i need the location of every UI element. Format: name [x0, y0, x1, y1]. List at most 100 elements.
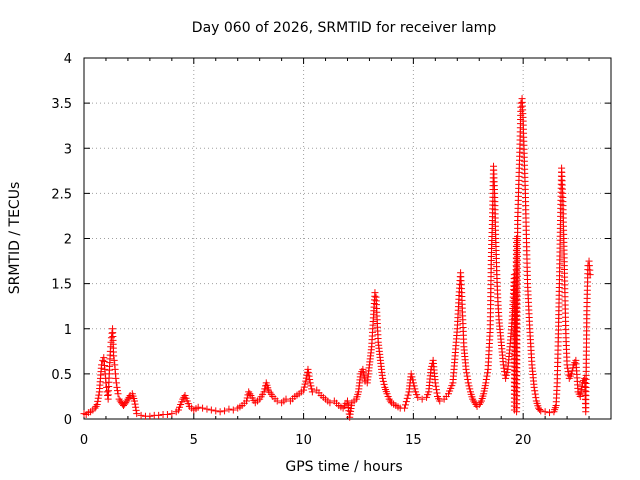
y-tick-label: 2.5 [51, 187, 72, 202]
data-point [146, 412, 154, 420]
data-point [132, 403, 140, 411]
data-point [520, 149, 528, 157]
data-point [267, 390, 275, 398]
data-point [468, 393, 476, 401]
data-point [386, 397, 394, 405]
data-point [184, 400, 192, 408]
data-point [264, 384, 272, 392]
data-point [564, 368, 572, 376]
data-point [229, 406, 237, 414]
data-point [457, 285, 465, 293]
data-point [125, 393, 133, 401]
data-point [519, 113, 527, 121]
data-point [192, 405, 200, 413]
data-point [500, 364, 508, 372]
data-point [404, 391, 412, 399]
data-point [176, 403, 184, 411]
data-point [359, 368, 367, 376]
data-point [244, 391, 252, 399]
data-point [94, 397, 102, 405]
data-point [577, 386, 585, 394]
data-point [546, 409, 554, 417]
data-point [261, 385, 269, 393]
data-point [199, 404, 207, 412]
y-tick-label: 1 [64, 323, 72, 338]
data-point [379, 377, 387, 385]
data-point [289, 395, 297, 403]
data-point [95, 391, 103, 399]
data-point [464, 376, 472, 384]
data-point [526, 321, 534, 329]
data-point [203, 405, 211, 413]
data-point [566, 372, 574, 380]
y-tick-label: 3 [64, 142, 72, 157]
data-point [114, 390, 122, 398]
data-point [297, 388, 305, 396]
data-point [476, 399, 484, 407]
data-point [492, 230, 500, 238]
data-point [442, 392, 450, 400]
y-tick-label: 4 [64, 52, 72, 67]
data-point [536, 406, 544, 414]
data-point [435, 395, 443, 403]
data-point [514, 220, 522, 228]
data-point [293, 391, 301, 399]
data-point [304, 365, 312, 373]
data-point [497, 335, 505, 343]
data-point [236, 403, 244, 411]
data-point [522, 230, 530, 238]
data-point [315, 389, 323, 397]
y-tick-label: 2 [64, 233, 72, 248]
data-point [319, 393, 327, 401]
chart-title: Day 060 of 2026, SRMTID for receiver lam… [192, 20, 497, 36]
data-point [516, 148, 524, 156]
data-point [253, 397, 261, 405]
y-axis-label: SRMTID / TECUs [7, 182, 23, 295]
data-point [490, 186, 498, 194]
data-point [574, 384, 582, 392]
data-point [466, 385, 474, 393]
data-point [305, 369, 313, 377]
data-point [155, 411, 163, 419]
data-point [424, 391, 432, 399]
data-point [216, 408, 224, 416]
data-point [463, 369, 471, 377]
data-point [470, 397, 478, 405]
data-point [245, 388, 253, 396]
data-point [382, 388, 390, 396]
data-point [418, 395, 426, 403]
data-point [464, 379, 472, 387]
data-point [378, 371, 386, 379]
data-point [93, 401, 101, 409]
y-tick-label: 3.5 [51, 97, 72, 112]
data-point [376, 353, 384, 361]
data-point [259, 390, 267, 398]
data-point [432, 382, 440, 390]
data-point [333, 399, 341, 407]
data-point [130, 395, 138, 403]
data-point [401, 404, 409, 412]
data-point [110, 356, 118, 364]
data-point [104, 392, 112, 400]
data-point [113, 383, 121, 391]
data-point [178, 398, 186, 406]
data-point [113, 387, 121, 395]
data-point [521, 185, 529, 193]
data-point [555, 283, 563, 291]
data-point [562, 330, 570, 338]
data-point [481, 382, 489, 390]
data-point [246, 390, 254, 398]
data-point [367, 346, 375, 354]
data-point [225, 405, 233, 413]
x-tick-label: 15 [405, 433, 422, 448]
data-point [337, 403, 345, 411]
data-point [503, 368, 511, 376]
data-point [472, 401, 480, 409]
data-point [137, 411, 145, 419]
data-point [122, 399, 130, 407]
data-point [105, 374, 113, 382]
data-point [460, 339, 468, 347]
data-point [308, 385, 316, 393]
data-point [486, 328, 494, 336]
